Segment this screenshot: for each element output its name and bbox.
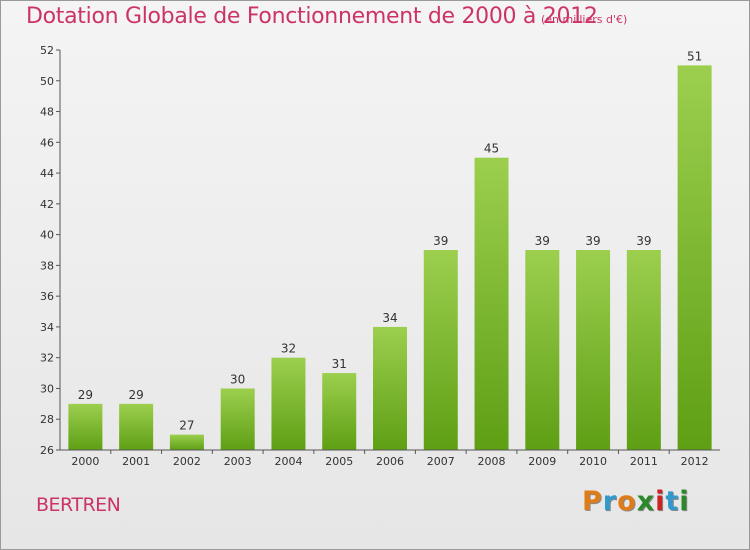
bar-2002 xyxy=(169,434,204,450)
x-tick-label: 2007 xyxy=(427,455,455,468)
x-tick-label: 2006 xyxy=(376,455,404,468)
bar-2000 xyxy=(68,403,103,450)
y-tick-label: 44 xyxy=(40,167,54,180)
bar-2004 xyxy=(271,357,306,450)
x-tick-label: 2005 xyxy=(325,455,353,468)
y-tick-label: 38 xyxy=(40,259,54,272)
y-tick-label: 40 xyxy=(40,229,54,242)
data-label: 39 xyxy=(585,234,600,248)
chart-unit: (en milliers d'€) xyxy=(541,13,628,26)
bar-2012 xyxy=(677,65,712,450)
data-label: 51 xyxy=(687,49,702,63)
data-label: 34 xyxy=(382,311,397,325)
y-tick-label: 28 xyxy=(40,413,54,426)
logo-letter: o xyxy=(617,486,637,517)
bar-2009 xyxy=(525,250,560,450)
bar-2008 xyxy=(474,157,509,450)
logo-letter: i xyxy=(655,486,666,517)
y-tick-label: 52 xyxy=(40,44,54,57)
data-label: 29 xyxy=(78,388,93,402)
bar-2011 xyxy=(626,250,661,450)
data-label: 39 xyxy=(535,234,550,248)
y-tick-label: 30 xyxy=(40,382,54,395)
place-name: BERTREN xyxy=(36,494,121,516)
data-label: 29 xyxy=(129,388,144,402)
x-tick-label: 2003 xyxy=(224,455,252,468)
logo-letter: x xyxy=(636,486,656,517)
x-tick-label: 2004 xyxy=(274,455,302,468)
x-tick-label: 2009 xyxy=(528,455,556,468)
x-tick-label: 2011 xyxy=(630,455,658,468)
x-tick-label: 2012 xyxy=(681,455,709,468)
x-tick-label: 2008 xyxy=(478,455,506,468)
data-label: 30 xyxy=(230,372,245,386)
data-label: 31 xyxy=(332,357,347,371)
bar-2010 xyxy=(576,250,611,450)
bar-2006 xyxy=(373,326,407,450)
bar-2003 xyxy=(220,388,255,450)
bar-2005 xyxy=(322,373,357,450)
y-tick-label: 36 xyxy=(40,290,54,303)
chart-title: Dotation Globale de Fonctionnement de 20… xyxy=(26,4,598,29)
x-tick-label: 2000 xyxy=(71,455,99,468)
proxiti-logo[interactable]: Proxiti xyxy=(582,486,690,517)
logo-letter: t xyxy=(665,486,680,517)
data-label: 45 xyxy=(484,142,499,156)
y-tick-label: 26 xyxy=(40,444,54,457)
data-label: 39 xyxy=(636,234,651,248)
y-tick-label: 34 xyxy=(40,321,54,334)
x-tick-label: 2010 xyxy=(579,455,607,468)
x-tick-label: 2002 xyxy=(173,455,201,468)
y-tick-label: 48 xyxy=(40,106,54,119)
bar-2001 xyxy=(119,403,154,450)
logo-letter: r xyxy=(602,486,618,517)
logo-letter: P xyxy=(582,486,603,517)
y-tick-label: 32 xyxy=(40,352,54,365)
logo-letter: i xyxy=(679,486,690,517)
data-label: 32 xyxy=(281,342,296,356)
data-label: 27 xyxy=(179,419,194,433)
y-tick-label: 42 xyxy=(40,198,54,211)
y-tick-label: 46 xyxy=(40,136,54,149)
data-label: 39 xyxy=(433,234,448,248)
y-tick-label: 50 xyxy=(40,75,54,88)
x-tick-label: 2001 xyxy=(122,455,150,468)
bar-2007 xyxy=(423,250,458,450)
